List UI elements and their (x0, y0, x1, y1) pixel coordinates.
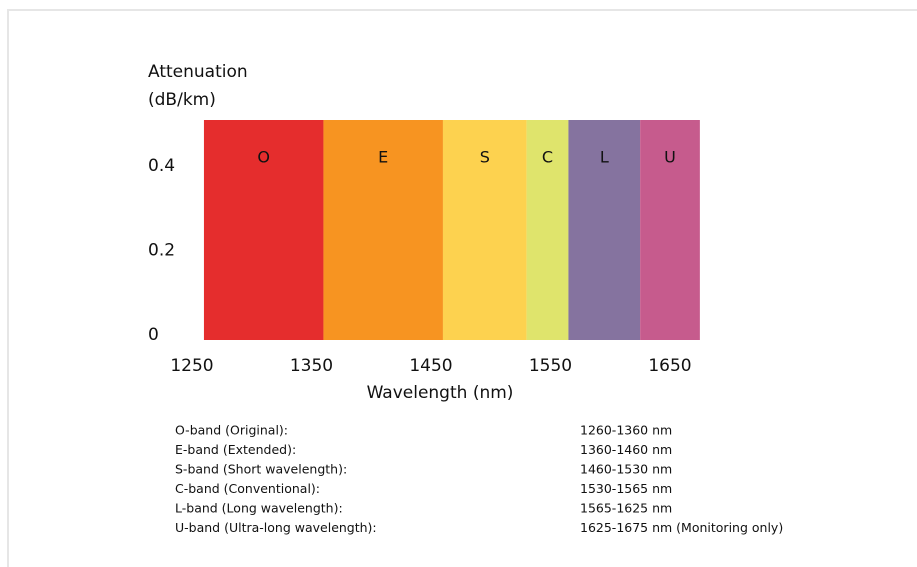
band (442, 120, 527, 340)
x-axis-label: Wavelength (nm) (367, 383, 514, 403)
y-tick-label: 0.2 (148, 240, 175, 260)
band-range: 1625-1675 nm (Monitoring only) (580, 520, 783, 535)
band-range: 1260-1360 nm (580, 423, 672, 438)
band-name: E-band (Extended): (175, 442, 296, 457)
band (640, 120, 700, 340)
band-name: C-band (Conventional): (175, 481, 320, 496)
band-label: L (600, 148, 609, 167)
band-label: O (257, 148, 270, 167)
band-name: S-band (Short wavelength): (175, 462, 347, 477)
x-tick-label: 1250 (170, 356, 213, 376)
x-tick-label: 1350 (290, 356, 333, 376)
x-tick-label: 1550 (529, 356, 572, 376)
band-range: 1460-1530 nm (580, 462, 672, 477)
band-range: 1530-1565 nm (580, 481, 672, 496)
band-name: U-band (Ultra-long wavelength): (175, 520, 377, 535)
band (526, 120, 569, 340)
band-label: U (664, 148, 676, 167)
y-tick-label: 0.4 (148, 156, 175, 176)
band (203, 120, 324, 340)
y-tick-label: 0 (148, 325, 159, 345)
band-label: S (480, 148, 490, 167)
band-name: L-band (Long wavelength): (175, 501, 343, 516)
band-label: C (542, 148, 553, 167)
band-label: E (378, 148, 388, 167)
band (568, 120, 641, 340)
band-name: O-band (Original): (175, 423, 288, 438)
band-range: 1360-1460 nm (580, 442, 672, 457)
band (323, 120, 443, 340)
band-range: 1565-1625 nm (580, 501, 672, 516)
y-axis-label: (dB/km) (148, 90, 216, 110)
x-tick-label: 1650 (648, 356, 691, 376)
y-axis-label: Attenuation (148, 62, 248, 82)
x-tick-label: 1450 (409, 356, 452, 376)
